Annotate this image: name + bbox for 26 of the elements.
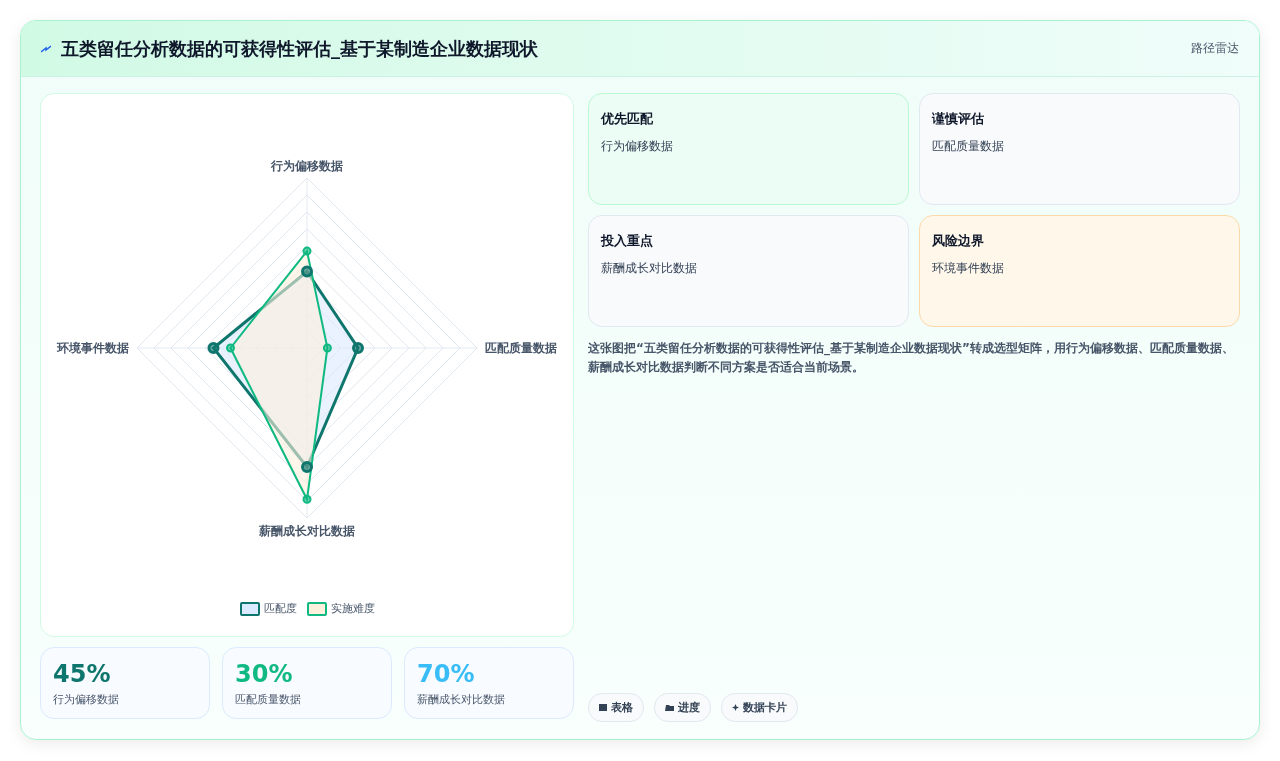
text: 风险边界: [932, 232, 985, 250]
text: 投入重点: [601, 232, 654, 250]
text: 进度: [654, 693, 711, 722]
text: 70%: [417, 660, 476, 688]
text: 行为偏移数据: [601, 138, 674, 155]
legend-label: 实施难度: [330, 601, 375, 616]
text: 薪酬成长对比数据: [417, 692, 506, 707]
text: 45%: [53, 660, 112, 688]
text: 数据卡片: [721, 693, 798, 722]
chart-title: 五类留任分析数据的可获得性评估_基于某制造企业数据现状: [61, 36, 538, 61]
text: 匹配质量数据: [932, 138, 1005, 155]
text: 薪酬成长对比数据: [601, 260, 698, 277]
text: 这张图把“五类留任分析数据的可获得性评估_基于某制造企业数据现状”转成选型矩阵，用行为偏移数据、匹配质量数据、薪酬成长对比数据判断不同方案是否适合当前场景。: [588, 340, 1235, 376]
text: 行为偏移数据: [53, 692, 120, 707]
text: 谨慎评估: [932, 110, 985, 128]
spoke-label: 行为偏移数据: [270, 159, 343, 173]
legend-label: 匹配度: [263, 601, 297, 616]
text: 匹配质量数据: [235, 692, 302, 707]
spoke-label: 匹配质量数据: [485, 341, 557, 356]
text: 表格: [588, 693, 644, 722]
text: 环境事件数据: [932, 260, 1005, 277]
text: 路径雷达: [1191, 40, 1239, 57]
spoke-label: 环境事件数据: [56, 341, 129, 356]
text: 30%: [235, 660, 294, 688]
text: 优先匹配: [601, 110, 654, 128]
spoke-label: 薪酬成长对比数据: [258, 523, 355, 538]
